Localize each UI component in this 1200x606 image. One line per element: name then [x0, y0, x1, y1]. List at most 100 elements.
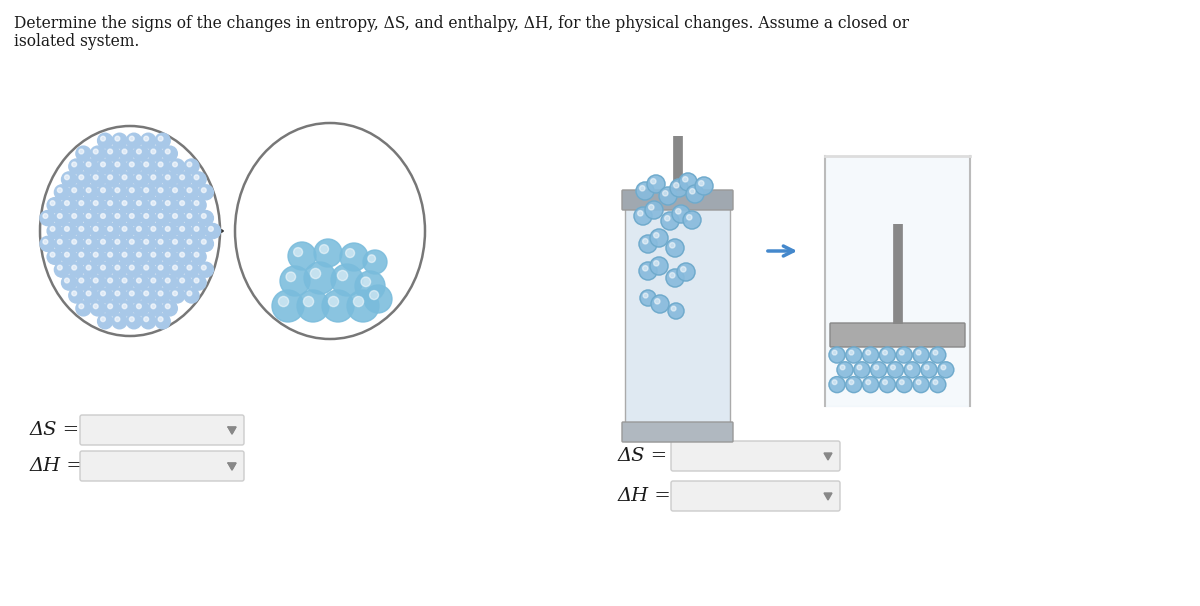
Circle shape	[126, 133, 142, 148]
Circle shape	[130, 317, 134, 322]
Circle shape	[137, 175, 142, 180]
Circle shape	[930, 376, 946, 393]
Circle shape	[112, 159, 127, 174]
Circle shape	[68, 185, 84, 200]
Circle shape	[924, 365, 929, 370]
Circle shape	[917, 380, 922, 385]
Circle shape	[166, 201, 170, 205]
Circle shape	[659, 187, 677, 205]
Text: isolated system.: isolated system.	[14, 33, 139, 50]
Circle shape	[155, 211, 170, 225]
Circle shape	[364, 285, 392, 313]
Circle shape	[922, 362, 937, 378]
Circle shape	[155, 159, 170, 174]
Circle shape	[180, 201, 185, 205]
Circle shape	[58, 188, 62, 193]
Circle shape	[90, 249, 106, 264]
Circle shape	[679, 173, 697, 191]
Circle shape	[162, 224, 178, 239]
Circle shape	[896, 376, 912, 393]
Circle shape	[94, 175, 98, 180]
Circle shape	[119, 301, 134, 316]
Circle shape	[94, 227, 98, 231]
Circle shape	[104, 198, 120, 213]
Circle shape	[671, 306, 676, 311]
Circle shape	[133, 172, 149, 187]
Circle shape	[655, 299, 660, 304]
Circle shape	[65, 227, 70, 231]
Circle shape	[673, 182, 679, 188]
Circle shape	[58, 265, 62, 270]
Circle shape	[122, 175, 127, 180]
Circle shape	[101, 162, 106, 167]
Circle shape	[187, 239, 192, 244]
Circle shape	[90, 172, 106, 187]
Circle shape	[101, 136, 106, 141]
Circle shape	[101, 265, 106, 270]
Circle shape	[122, 201, 127, 205]
Circle shape	[662, 191, 668, 196]
Circle shape	[50, 252, 55, 257]
Circle shape	[79, 252, 84, 257]
Circle shape	[148, 275, 163, 290]
Circle shape	[130, 136, 134, 141]
Text: ΔS =: ΔS =	[618, 447, 668, 465]
Circle shape	[97, 211, 113, 225]
FancyBboxPatch shape	[830, 323, 965, 347]
Circle shape	[162, 172, 178, 187]
Circle shape	[68, 159, 84, 174]
Circle shape	[97, 236, 113, 251]
Circle shape	[900, 350, 905, 355]
Circle shape	[144, 239, 149, 244]
Polygon shape	[826, 156, 970, 406]
Circle shape	[104, 249, 120, 264]
Circle shape	[184, 159, 199, 174]
Circle shape	[941, 365, 946, 370]
Circle shape	[137, 278, 142, 283]
Circle shape	[68, 262, 84, 277]
Circle shape	[115, 317, 120, 322]
Circle shape	[65, 201, 70, 205]
Circle shape	[72, 188, 77, 193]
Polygon shape	[228, 463, 236, 470]
Circle shape	[913, 347, 929, 363]
Circle shape	[155, 133, 170, 148]
Circle shape	[180, 252, 185, 257]
Circle shape	[646, 201, 662, 219]
Circle shape	[61, 224, 77, 239]
Circle shape	[846, 347, 862, 363]
Circle shape	[329, 296, 338, 307]
Circle shape	[683, 211, 701, 229]
Circle shape	[126, 211, 142, 225]
Circle shape	[54, 211, 70, 225]
Circle shape	[850, 380, 854, 385]
Circle shape	[140, 314, 156, 329]
Circle shape	[850, 350, 854, 355]
Circle shape	[162, 301, 178, 316]
Circle shape	[155, 314, 170, 329]
Circle shape	[76, 198, 91, 213]
Circle shape	[166, 149, 170, 154]
Circle shape	[298, 290, 329, 322]
Circle shape	[119, 198, 134, 213]
Circle shape	[205, 224, 221, 239]
Circle shape	[115, 213, 120, 218]
Circle shape	[846, 376, 862, 393]
Circle shape	[155, 236, 170, 251]
Circle shape	[665, 216, 670, 221]
Circle shape	[347, 290, 379, 322]
Circle shape	[83, 211, 98, 225]
Circle shape	[83, 262, 98, 277]
Circle shape	[101, 317, 106, 322]
Circle shape	[140, 159, 156, 174]
Circle shape	[905, 362, 920, 378]
Circle shape	[286, 272, 295, 282]
Circle shape	[187, 162, 192, 167]
Circle shape	[176, 224, 192, 239]
Circle shape	[176, 275, 192, 290]
Circle shape	[137, 227, 142, 231]
Circle shape	[643, 293, 648, 298]
FancyBboxPatch shape	[671, 481, 840, 511]
Circle shape	[169, 236, 185, 251]
Polygon shape	[228, 427, 236, 434]
